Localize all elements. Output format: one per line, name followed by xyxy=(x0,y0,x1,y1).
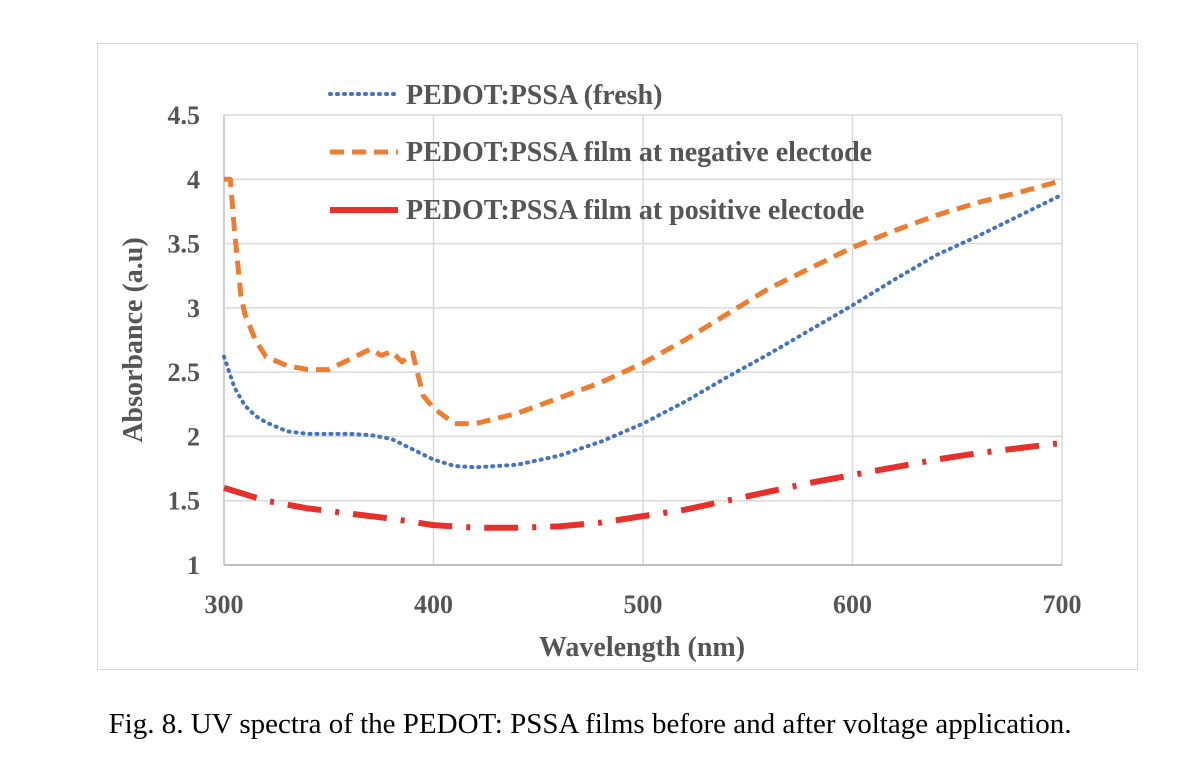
y-tick-label: 3.5 xyxy=(168,230,201,259)
y-tick-label: 3 xyxy=(187,294,200,323)
x-axis-title: Wavelength (nm) xyxy=(539,632,745,663)
x-tick-label: 300 xyxy=(205,590,244,619)
x-tick-label: 700 xyxy=(1043,590,1082,619)
tick-labels: 1 1.5 2 2.5 3 3.5 4 4.5 300 400 500 600 700 xyxy=(168,101,1082,619)
x-tick-label: 600 xyxy=(833,590,872,619)
legend-label-fresh: PEDOT:PSSA (fresh) xyxy=(406,80,662,111)
x-tick-label: 400 xyxy=(414,590,453,619)
y-tick-label: 4.5 xyxy=(168,101,201,130)
series-fresh-line xyxy=(222,192,1064,470)
series-negative-electrode-line xyxy=(224,176,1063,427)
y-tick-label: 1 xyxy=(187,551,200,580)
y-tick-label: 2 xyxy=(187,422,200,451)
y-tick-label: 2.5 xyxy=(168,358,201,387)
uv-spectra-chart: 1 1.5 2 2.5 3 3.5 4 4.5 300 400 500 600 700 Waveleng… xyxy=(118,80,1082,663)
x-tick-label: 500 xyxy=(624,590,663,619)
legend-label-positive: PEDOT:PSSA film at positive electode xyxy=(406,195,864,226)
gridlines xyxy=(224,114,1063,565)
y-axis-title: Absorbance (a.u) xyxy=(118,237,149,442)
series-lines xyxy=(222,176,1064,531)
legend-label-negative: PEDOT:PSSA film at negative electode xyxy=(406,137,872,168)
legend: PEDOT:PSSA (fresh) PEDOT:PSSA film at ne… xyxy=(328,80,872,226)
figure-caption: Fig. 8. UV spectra of the PEDOT: PSSA fi… xyxy=(108,708,1072,740)
series-positive-electrode-line xyxy=(223,439,1063,531)
y-tick-label: 1.5 xyxy=(168,487,201,516)
y-tick-label: 4 xyxy=(187,165,200,194)
